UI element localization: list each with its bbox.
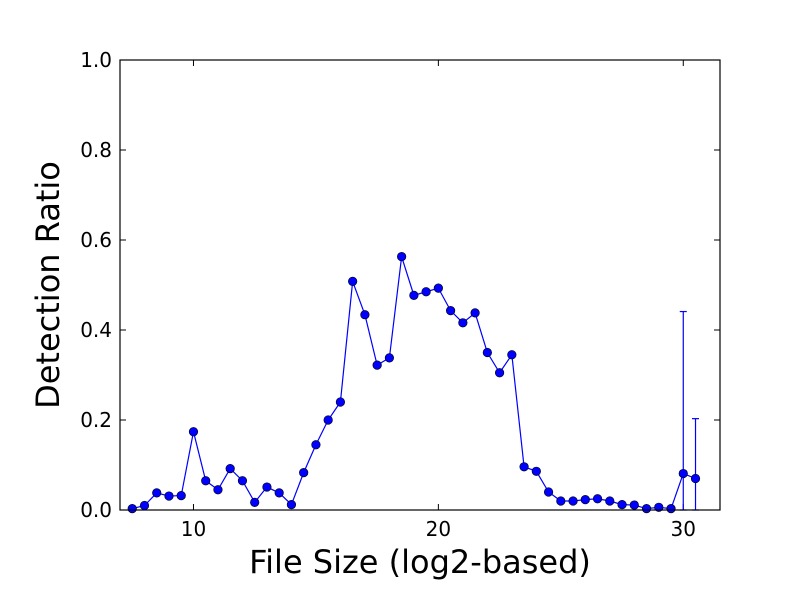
data-point: [335, 397, 346, 407]
data-point: [605, 496, 615, 506]
data-point: [188, 427, 199, 437]
data-point: [482, 347, 492, 358]
data-point: [556, 496, 566, 506]
plot-area: 10 20 30 0.0 0.2 0.4 0.6 0.8 1.0: [80, 48, 721, 541]
data-point: [409, 290, 419, 300]
data-point: [299, 468, 309, 478]
data-point: [360, 310, 370, 320]
data-point: [225, 464, 235, 474]
data-point: [666, 504, 676, 514]
data-point: [164, 491, 174, 501]
data-point: [458, 318, 468, 328]
x-tick-label: 30: [671, 517, 696, 541]
data-point: [690, 473, 701, 484]
data-point: [507, 350, 517, 360]
y-tick-label: 1.0: [80, 48, 112, 72]
data-point: [580, 495, 590, 505]
data-point: [641, 504, 652, 514]
y-tick-label: 0.4: [80, 318, 112, 342]
data-point: [629, 500, 639, 510]
data-point: [274, 488, 284, 498]
x-tick-label: 10: [181, 517, 206, 541]
data-point: [470, 308, 480, 318]
data-point: [617, 500, 627, 510]
data-point: [384, 353, 394, 363]
data-point: [176, 491, 186, 501]
x-tick-label: 20: [426, 517, 451, 541]
data-point: [311, 440, 321, 450]
y-axis-title: Detection Ratio: [29, 161, 67, 409]
data-point: [127, 504, 137, 514]
y-tick-label: 0.2: [80, 408, 112, 432]
data-point: [348, 276, 358, 287]
data-point: [323, 415, 333, 425]
data-point: [494, 368, 505, 378]
data-point: [531, 466, 541, 476]
data-point: [543, 487, 554, 497]
data-point: [568, 496, 578, 506]
y-tick-label: 0.8: [80, 138, 112, 162]
data-point: [201, 476, 211, 486]
data-point: [152, 488, 162, 498]
data-point: [250, 497, 260, 507]
data-point: [262, 482, 272, 492]
x-axis-title: File Size (log2-based): [249, 543, 591, 581]
data-point: [397, 252, 407, 262]
data-point: [446, 306, 456, 316]
data-point: [237, 476, 248, 486]
data-point: [678, 468, 688, 479]
data-point: [139, 500, 150, 511]
data-point: [433, 283, 443, 293]
y-tick-label: 0.0: [80, 498, 112, 522]
data-point: [286, 500, 297, 510]
data-point: [421, 287, 431, 297]
data-point: [213, 485, 223, 495]
data-point: [592, 494, 603, 504]
axes-frame: [119, 59, 721, 511]
data-point: [519, 462, 529, 472]
data-point: [372, 360, 382, 370]
y-tick-label: 0.6: [80, 228, 112, 252]
